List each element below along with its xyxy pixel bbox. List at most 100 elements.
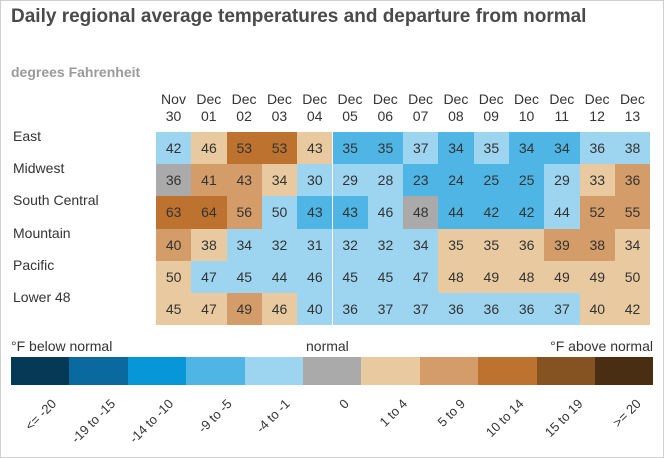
legend-class-label: >= 20 xyxy=(609,396,644,431)
heatmap-cell: 43 xyxy=(297,196,333,229)
heatmap-cell: 25 xyxy=(509,164,545,197)
heatmap-cell: 48 xyxy=(438,260,474,293)
heatmap-cell: 46 xyxy=(367,196,404,229)
legend-normal-label: normal xyxy=(306,338,349,354)
heatmap-cell: 36 xyxy=(332,293,368,326)
column-day: 09 xyxy=(483,108,499,124)
legend-class-label: 0 xyxy=(335,396,352,412)
heatmap-cell: 49 xyxy=(226,293,262,326)
legend-swatch xyxy=(361,357,420,385)
heatmap-cell: 43 xyxy=(226,164,262,197)
legend-swatch xyxy=(127,357,187,385)
heatmap-cell: 36 xyxy=(473,293,509,326)
heatmap-cell: 55 xyxy=(614,196,651,229)
heatmap-cell: 37 xyxy=(403,132,439,165)
column-day: 13 xyxy=(624,108,641,124)
column-day: 06 xyxy=(377,108,394,124)
heatmap-cell: 43 xyxy=(297,132,333,165)
heatmap-cell: 50 xyxy=(261,196,298,229)
heatmap-cell: 47 xyxy=(191,260,227,293)
heatmap-cell: 29 xyxy=(332,164,368,197)
heatmap-cell: 64 xyxy=(191,196,227,229)
column-month: Dec xyxy=(514,91,539,107)
heatmap-cell: 45 xyxy=(156,293,192,326)
heatmap-cell: 32 xyxy=(332,228,368,261)
legend-class-label: -19 to -15 xyxy=(68,396,119,446)
heatmap-cell: 36 xyxy=(438,293,474,326)
heatmap-cell: 35 xyxy=(473,228,509,261)
column-header: Dec 02 xyxy=(227,91,262,125)
column-day: 07 xyxy=(412,108,429,124)
heatmap-cell: 45 xyxy=(367,260,404,293)
heatmap-cell: 36 xyxy=(579,132,615,165)
heatmap-cell: 53 xyxy=(261,132,298,165)
heatmap-cell: 36 xyxy=(509,293,545,326)
column-month: Dec xyxy=(584,91,610,107)
column-month: Dec xyxy=(408,91,434,107)
heatmap-cell: 40 xyxy=(579,293,615,326)
heatmap-cell: 50 xyxy=(156,260,192,293)
column-month: Dec xyxy=(619,91,645,107)
heatmap-cell: 39 xyxy=(544,228,580,261)
heatmap-cell: 40 xyxy=(156,228,192,261)
legend-above-label: °F above normal xyxy=(550,338,653,354)
heatmap-cell: 33 xyxy=(579,164,615,197)
legend-class-label: 15 to 19 xyxy=(541,396,586,440)
heatmap-cell: 46 xyxy=(191,132,227,165)
legend-swatch xyxy=(186,357,245,385)
column-day: 08 xyxy=(448,108,464,124)
heatmap-cell: 38 xyxy=(579,228,615,261)
legend-class-label: -4 to -1 xyxy=(253,396,294,436)
heatmap-cell: 36 xyxy=(156,164,192,197)
column-day: 11 xyxy=(554,108,570,124)
heatmap-cell: 37 xyxy=(544,293,580,326)
legend-class-label: 10 to 14 xyxy=(482,396,527,440)
heatmap-cell: 38 xyxy=(191,228,227,261)
heatmap-cell: 50 xyxy=(614,260,651,293)
heatmap-cell: 37 xyxy=(367,293,404,326)
heatmap-cell: 53 xyxy=(226,132,262,165)
column-day: 04 xyxy=(306,108,323,124)
legend-class-label: 5 to 9 xyxy=(434,396,469,430)
heatmap-cell: 63 xyxy=(156,196,192,229)
heatmap-cell: 35 xyxy=(473,132,509,165)
heatmap-cell: 34 xyxy=(403,228,439,261)
heatmap-cell: 41 xyxy=(191,164,227,197)
column-day: 02 xyxy=(236,108,252,124)
heatmap-cell: 44 xyxy=(261,260,298,293)
heatmap-cell: 43 xyxy=(332,196,368,229)
column-month: Dec xyxy=(337,91,363,107)
legend-class-label: -9 to -5 xyxy=(195,396,235,436)
heatmap-cell: 38 xyxy=(614,132,651,165)
heatmap-cell: 32 xyxy=(367,228,404,261)
column-day: 12 xyxy=(589,108,605,124)
heatmap-cell: 52 xyxy=(579,196,615,229)
column-day: 30 xyxy=(165,108,182,124)
column-month: Dec xyxy=(266,91,292,107)
column-header: Nov 30 xyxy=(156,91,191,125)
heatmap-cell: 42 xyxy=(509,196,545,229)
heatmap-cell: 30 xyxy=(297,164,333,197)
legend-class-label: 1 to 4 xyxy=(376,396,411,430)
heatmap-cell: 48 xyxy=(509,260,545,293)
column-month: Dec xyxy=(196,91,222,107)
heatmap-cell: 23 xyxy=(403,164,439,197)
heatmap-cell: 46 xyxy=(297,260,333,293)
column-header: Dec 13 xyxy=(615,91,650,125)
heatmap-cell: 34 xyxy=(544,132,580,165)
column-day: 05 xyxy=(342,108,358,124)
legend-class-label: -14 to -10 xyxy=(126,396,177,446)
column-header: Dec 04 xyxy=(297,91,332,125)
heatmap-cell: 42 xyxy=(473,196,509,229)
heatmap-cell: 44 xyxy=(438,196,474,229)
column-header: Dec 01 xyxy=(191,91,226,125)
column-header: Dec 12 xyxy=(580,91,615,125)
heatmap-cell: 24 xyxy=(438,164,474,197)
heatmap-cell: 28 xyxy=(367,164,404,197)
column-header: Dec 09 xyxy=(474,91,509,125)
column-header: Dec 07 xyxy=(403,91,438,125)
column-month: Dec xyxy=(443,91,469,107)
column-header: Dec 11 xyxy=(544,91,579,125)
column-day: 01 xyxy=(201,108,217,124)
